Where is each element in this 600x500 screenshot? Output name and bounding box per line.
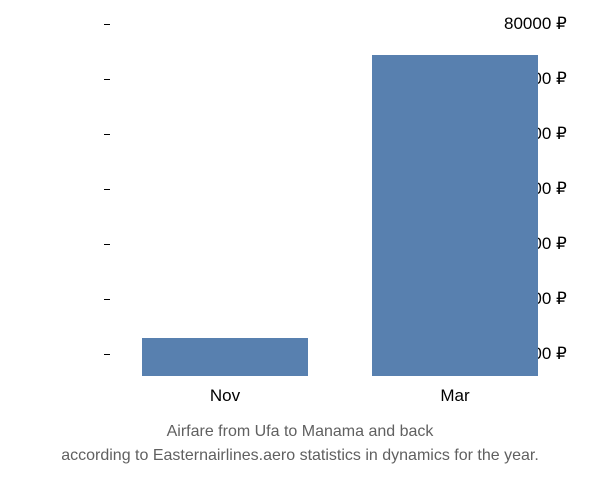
ytick-mark — [104, 244, 110, 245]
bar — [142, 338, 308, 377]
ytick-mark — [104, 24, 110, 25]
ytick-label: 80000 ₽ — [504, 14, 600, 34]
caption-line-1: Airfare from Ufa to Manama and back — [0, 420, 600, 444]
ytick-mark — [104, 299, 110, 300]
ytick-mark — [104, 134, 110, 135]
caption-line-2: according to Easternairlines.aero statis… — [0, 444, 600, 468]
chart-caption: Airfare from Ufa to Manama and back acco… — [0, 420, 600, 468]
bar — [372, 55, 538, 376]
airfare-bar-chart: 50000 ₽55000 ₽60000 ₽65000 ₽70000 ₽75000… — [0, 0, 600, 500]
ytick-mark — [104, 354, 110, 355]
ytick-mark — [104, 189, 110, 190]
ytick-mark — [104, 79, 110, 80]
xtick-label: Mar — [440, 386, 469, 406]
xtick-label: Nov — [210, 386, 240, 406]
